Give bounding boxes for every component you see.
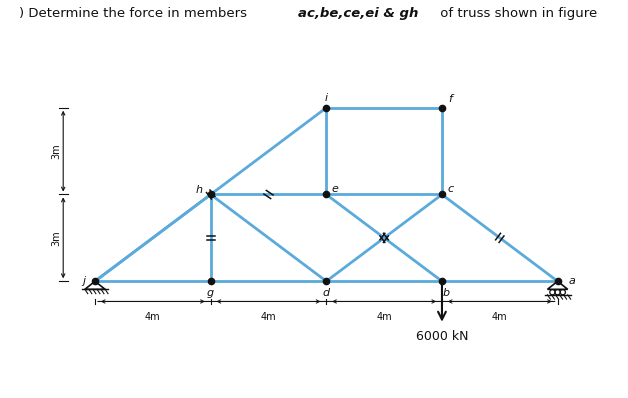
Text: h: h — [195, 185, 203, 195]
Text: j: j — [82, 276, 85, 286]
Text: 6000 kN: 6000 kN — [416, 330, 468, 343]
Text: 3m: 3m — [51, 230, 61, 246]
Text: a: a — [568, 276, 575, 286]
Text: d: d — [323, 288, 330, 298]
Text: of truss shown in figure: of truss shown in figure — [436, 8, 598, 20]
Text: ac,be,ce,ei & gh: ac,be,ce,ei & gh — [298, 8, 419, 20]
Text: ) Determine the force in members: ) Determine the force in members — [19, 8, 251, 20]
Text: 4m: 4m — [492, 312, 507, 322]
Text: c: c — [448, 184, 453, 194]
Text: 3m: 3m — [51, 143, 61, 159]
Text: 4m: 4m — [261, 312, 276, 322]
Text: f: f — [448, 94, 453, 104]
Text: g: g — [207, 288, 214, 298]
Text: i: i — [325, 93, 328, 103]
Text: e: e — [332, 184, 338, 194]
Text: 4m: 4m — [145, 312, 161, 322]
Text: b: b — [443, 288, 450, 298]
Text: 4m: 4m — [376, 312, 392, 322]
